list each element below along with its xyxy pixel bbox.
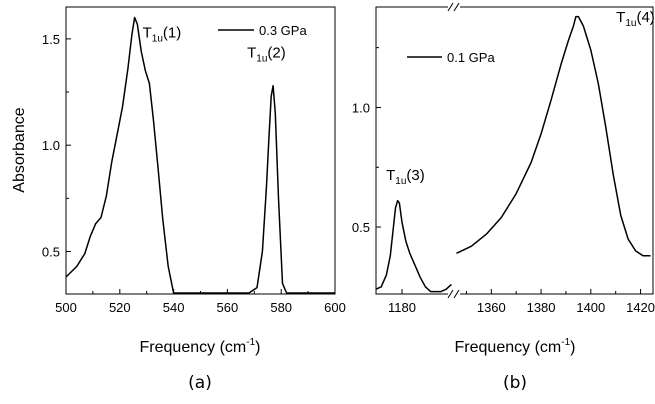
panel-a-x-tick-label: 540: [163, 300, 185, 315]
panel-b-series-line-segment-1: [375, 199, 452, 293]
panel-a-y-tick-label: 0.5: [42, 244, 60, 259]
panel-b-label: (b): [503, 373, 527, 393]
panel-a-label: (a): [188, 373, 212, 393]
panel-b-annotation-t1u-3: T1u(3): [386, 167, 425, 187]
panel-a-series-line: [65, 16, 335, 294]
panel-a-annotation-t1u-2: T1u(2): [247, 45, 286, 65]
panel-b-x-tick-label: 1180: [388, 300, 416, 315]
panel-b-x-tick-label: 1400: [576, 300, 605, 315]
panel-b: 1180 1360 1380 1400 1420 0.5 1.0 0.1 GPa T1u(…: [352, 2, 655, 393]
panel-b-series-line-segment-2: [456, 15, 651, 257]
panel-b-x-axis-label: Frequency (cm-1): [455, 337, 576, 356]
panel-a-frame: [65, 6, 336, 295]
panel-b-x-tick-label: 1380: [527, 300, 556, 315]
panel-a-y-axis-label: Absorbance: [11, 107, 28, 192]
panel-a: 500 520 540 560 580 600 0.5 1.0 1.5 0.3 GPa T1u…: [11, 6, 346, 393]
panel-b-x-tick-label: 1420: [626, 300, 655, 315]
panel-b-y-tick-label: 0.5: [352, 220, 370, 235]
panel-a-x-tick-label: 600: [324, 300, 346, 315]
panel-b-x-ticks: 1180 1360 1380 1400 1420: [388, 289, 655, 315]
panel-a-x-axis-label: Frequency (cm-1): [140, 337, 261, 356]
panel-b-annotation-t1u-4: T1u(4): [616, 9, 655, 29]
panel-a-y-tick-label: 1.5: [42, 32, 60, 47]
panel-a-x-tick-label: 500: [55, 300, 77, 315]
panel-b-y-ticks: 0.5 1.0: [352, 47, 381, 235]
panel-a-annotation-t1u-1: T1u(1): [143, 25, 182, 45]
panel-a-x-tick-label: 580: [270, 300, 292, 315]
panel-a-x-ticks: 500 520 540 560 580 600: [55, 289, 346, 315]
panel-b-frame: [375, 6, 654, 295]
panel-a-legend-label: 0.3 GPa: [259, 23, 307, 38]
panel-a-y-ticks: 0.5 1.0 1.5: [42, 32, 71, 259]
panel-a-y-tick-label: 1.0: [42, 138, 60, 153]
axis-break-top: [447, 2, 460, 12]
panel-b-y-tick-label: 1.0: [352, 100, 370, 115]
panel-a-x-tick-label: 520: [109, 300, 131, 315]
panel-b-x-tick-label: 1360: [477, 300, 506, 315]
axis-break-bottom: [447, 289, 460, 299]
panel-b-legend-label: 0.1 GPa: [447, 50, 495, 65]
panel-a-x-tick-label: 560: [217, 300, 239, 315]
